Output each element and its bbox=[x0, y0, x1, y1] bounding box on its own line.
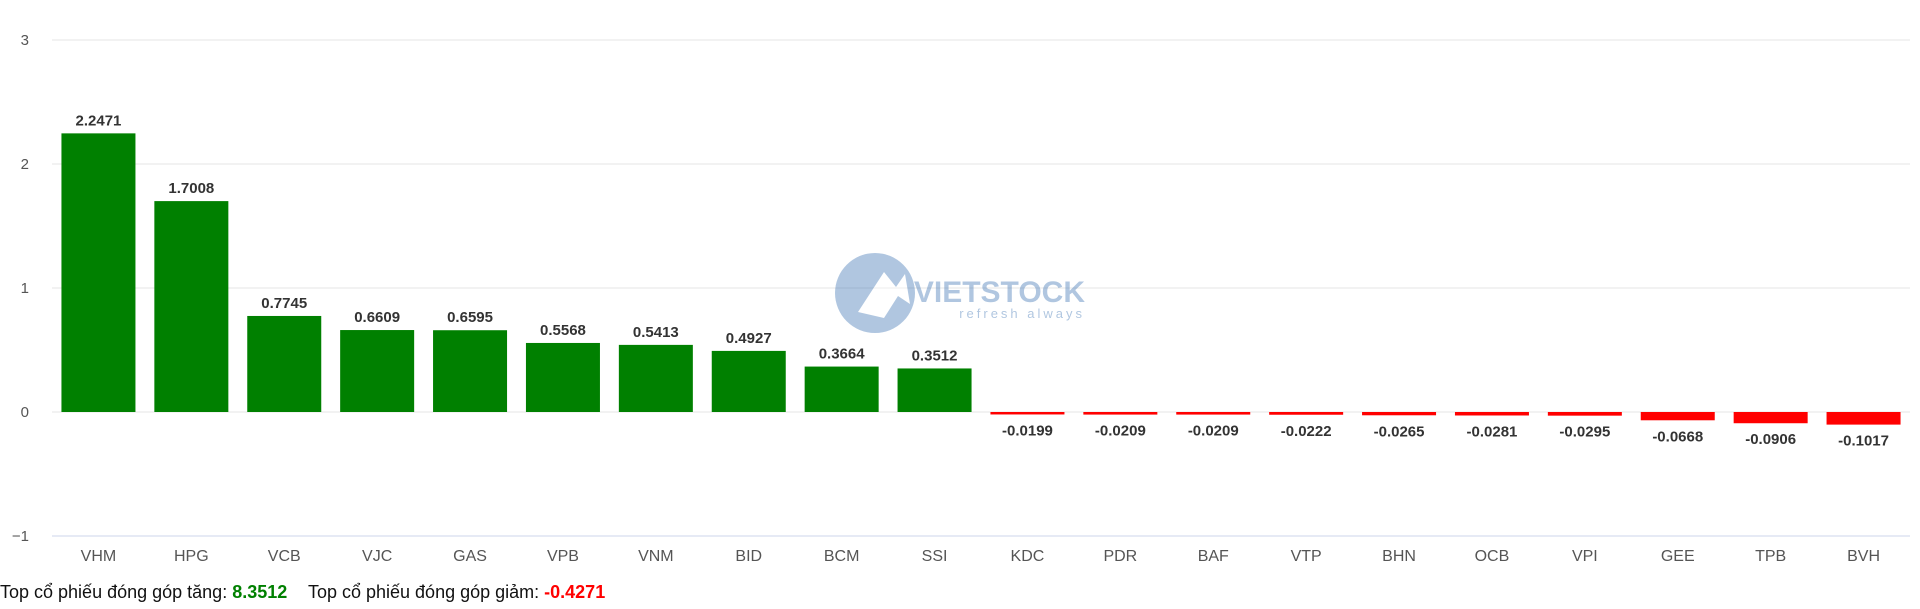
bar-vpi[interactable] bbox=[1547, 412, 1622, 416]
category-label-bcm: BCM bbox=[824, 548, 860, 565]
up-contribution-label: Top cổ phiếu đóng góp tăng: bbox=[0, 582, 228, 602]
category-label-ocb: OCB bbox=[1475, 548, 1510, 565]
watermark-text: VIETSTOCK bbox=[914, 276, 1085, 309]
bar-ocb[interactable] bbox=[1454, 412, 1529, 416]
bar-bid[interactable] bbox=[711, 350, 786, 412]
x-axis-categories: VHM HPG VCB VJC GAS VPB VNM BID BCM SSI KDC PDR BAF V… bbox=[81, 548, 1880, 565]
data-label-vnm: 0.5413 bbox=[633, 324, 679, 341]
data-label-bcm: 0.3664 bbox=[819, 346, 866, 363]
bar-vcb[interactable] bbox=[247, 315, 322, 412]
contribution-summary: Top cổ phiếu đóng góp tăng: 8.3512 Top c… bbox=[0, 582, 605, 603]
category-label-gee: GEE bbox=[1661, 548, 1695, 565]
bar-kdc[interactable] bbox=[990, 412, 1065, 415]
category-label-baf: BAF bbox=[1198, 548, 1229, 565]
bar-bcm[interactable] bbox=[804, 366, 879, 412]
data-label-vcb: 0.7745 bbox=[261, 295, 307, 312]
y-tick-label: 1 bbox=[21, 280, 29, 297]
data-label-pdr: -0.0209 bbox=[1095, 423, 1146, 440]
data-label-bid: 0.4927 bbox=[726, 330, 772, 347]
category-label-bvh: BVH bbox=[1847, 548, 1880, 565]
data-label-vpi: -0.0295 bbox=[1559, 424, 1610, 441]
down-contribution-value: -0.4271 bbox=[544, 582, 606, 602]
contribution-bar-chart: VIETSTOCK refresh always −1 0 1 2 3 2.2471 1.… bbox=[12, 32, 1910, 565]
data-label-gas: 0.6595 bbox=[447, 309, 493, 326]
bar-vnm[interactable] bbox=[618, 344, 693, 412]
data-label-bhn: -0.0265 bbox=[1374, 423, 1425, 440]
data-label-vhm: 2.2471 bbox=[76, 112, 122, 129]
category-label-bhn: BHN bbox=[1382, 548, 1416, 565]
data-label-tpb: -0.0906 bbox=[1745, 431, 1796, 448]
data-label-vpb: 0.5568 bbox=[540, 322, 586, 339]
bar-vhm[interactable] bbox=[61, 133, 136, 412]
bar-tpb[interactable] bbox=[1733, 412, 1808, 424]
data-label-vjc: 0.6609 bbox=[354, 309, 400, 326]
watermark-arrow-icon bbox=[858, 272, 910, 318]
y-tick-label: 3 bbox=[21, 32, 29, 49]
data-labels: 2.2471 1.7008 0.7745 0.6609 0.6595 0.5568 0.54… bbox=[76, 112, 1889, 449]
category-label-vhm: VHM bbox=[81, 548, 117, 565]
bar-gee[interactable] bbox=[1640, 412, 1715, 421]
data-label-ocb: -0.0281 bbox=[1467, 423, 1518, 440]
bar-hpg[interactable] bbox=[154, 201, 229, 412]
bar-pdr[interactable] bbox=[1083, 412, 1158, 415]
bar-gas[interactable] bbox=[433, 330, 508, 412]
y-tick-label: 0 bbox=[21, 404, 29, 421]
bar-bhn[interactable] bbox=[1362, 412, 1437, 416]
category-label-vpb: VPB bbox=[547, 548, 579, 565]
watermark-tagline: refresh always bbox=[959, 306, 1085, 321]
category-label-ssi: SSI bbox=[922, 548, 948, 565]
category-label-vjc: VJC bbox=[362, 548, 392, 565]
data-label-bvh: -0.1017 bbox=[1838, 433, 1889, 450]
vietstock-watermark: VIETSTOCK refresh always bbox=[835, 253, 1085, 333]
bar-ssi[interactable] bbox=[897, 368, 972, 412]
data-label-ssi: 0.3512 bbox=[912, 347, 958, 364]
bar-vjc[interactable] bbox=[340, 330, 415, 412]
category-label-gas: GAS bbox=[453, 548, 487, 565]
down-contribution-label: Top cổ phiếu đóng góp giảm: bbox=[307, 582, 540, 602]
category-label-pdr: PDR bbox=[1103, 548, 1137, 565]
bar-baf[interactable] bbox=[1176, 412, 1251, 415]
data-label-hpg: 1.7008 bbox=[168, 180, 214, 197]
bar-bvh[interactable] bbox=[1826, 412, 1901, 425]
y-tick-label: −1 bbox=[12, 528, 29, 545]
data-label-gee: -0.0668 bbox=[1652, 428, 1703, 445]
data-label-kdc: -0.0199 bbox=[1002, 422, 1053, 439]
category-label-vtp: VTP bbox=[1291, 548, 1322, 565]
category-label-tpb: TPB bbox=[1755, 548, 1786, 565]
bars bbox=[61, 133, 1901, 425]
category-label-vpi: VPI bbox=[1572, 548, 1598, 565]
category-label-kdc: KDC bbox=[1011, 548, 1045, 565]
bar-vpb[interactable] bbox=[525, 342, 600, 412]
up-contribution-value: 8.3512 bbox=[232, 582, 288, 602]
y-tick-label: 2 bbox=[21, 156, 29, 173]
category-label-hpg: HPG bbox=[174, 548, 209, 565]
y-axis-ticks: −1 0 1 2 3 bbox=[12, 32, 29, 545]
data-label-baf: -0.0209 bbox=[1188, 423, 1239, 440]
watermark-logo-icon bbox=[835, 253, 915, 333]
category-label-bid: BID bbox=[735, 548, 762, 565]
bar-vtp[interactable] bbox=[1269, 412, 1344, 415]
category-label-vnm: VNM bbox=[638, 548, 674, 565]
data-label-vtp: -0.0222 bbox=[1281, 423, 1332, 440]
category-label-vcb: VCB bbox=[268, 548, 301, 565]
